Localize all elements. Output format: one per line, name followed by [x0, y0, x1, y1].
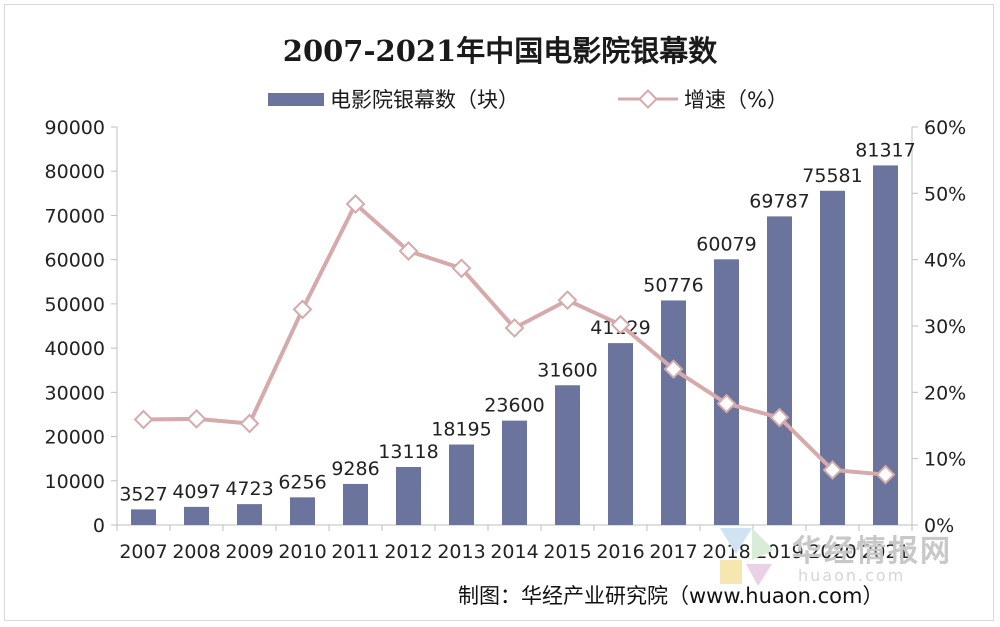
watermark-text-en: huaon.com: [798, 566, 906, 585]
bar: [184, 506, 209, 525]
y-left-tick-label: 90000: [45, 117, 105, 139]
y-right-tick-label: 40%: [924, 250, 966, 272]
growth-rate-point: [292, 299, 313, 320]
bar-data-label: 18195: [431, 419, 491, 441]
y-left-tick-label: 60000: [45, 250, 105, 272]
x-tick-label: 2007: [119, 541, 167, 563]
bar: [343, 483, 368, 525]
legend-bar-label: 电影院银幕数（块）: [330, 88, 519, 112]
growth-rate-point: [345, 194, 366, 214]
x-tick-label: 2014: [490, 541, 538, 563]
growth-rate-point: [451, 258, 472, 279]
bar-data-label: 60079: [696, 233, 756, 255]
y-left-tick-label: 0: [93, 515, 105, 537]
growth-rate-point: [239, 413, 260, 434]
y-left-tick-label: 50000: [45, 294, 105, 316]
growth-rate-point: [398, 241, 419, 261]
bar: [661, 300, 686, 525]
y-left-tick-label: 10000: [45, 471, 105, 493]
y-left-tick-label: 80000: [45, 161, 105, 183]
y-left-tick-label: 40000: [45, 338, 105, 360]
bar: [449, 444, 474, 525]
huaon-logo-icon: [720, 528, 774, 586]
x-tick-label: 2020: [808, 541, 856, 563]
x-tick-label: 2008: [172, 541, 220, 563]
bar-data-label: 50776: [643, 274, 703, 296]
y-left-tick-label: 30000: [45, 382, 105, 404]
growth-rate-point: [716, 393, 737, 414]
legend-item-line: 增速（%）: [618, 84, 788, 114]
bar-data-label: 69787: [749, 190, 809, 212]
y-right-tick-label: 20%: [924, 382, 966, 404]
bar-data-label: 9286: [331, 458, 379, 480]
bar: [237, 504, 262, 525]
bar-data-label: 4723: [225, 478, 273, 500]
y-right-tick-label: 50%: [924, 183, 966, 205]
bar: [767, 216, 792, 525]
bar-data-label: 13118: [378, 441, 438, 463]
y-right-tick-label: 0%: [924, 515, 954, 537]
bar: [608, 343, 633, 525]
y-right-tick-label: 60%: [924, 117, 966, 139]
x-tick-label: 2012: [384, 541, 432, 563]
legend-line-label: 增速（%）: [684, 88, 788, 112]
y-left-tick-label: 20000: [45, 427, 105, 449]
growth-rate-point: [822, 460, 843, 480]
bar: [396, 466, 421, 525]
x-tick-label: 2009: [225, 541, 273, 563]
growth-rate-point: [504, 318, 525, 338]
growth-rate-point: [769, 407, 790, 428]
legend-bar-swatch: [268, 92, 324, 106]
x-tick-label: 2017: [649, 541, 697, 563]
y-right-tick-label: 10%: [924, 449, 966, 471]
bar: [714, 259, 739, 525]
bar-data-label: 4097: [172, 481, 220, 503]
growth-rate-point: [663, 359, 684, 380]
growth-rate-point: [557, 290, 578, 311]
x-tick-label: 2016: [596, 541, 644, 563]
bar-data-label: 75581: [802, 165, 862, 187]
bar-data-label: 31600: [537, 359, 597, 381]
x-tick-label: 2010: [278, 541, 326, 563]
growth-rate-point: [186, 408, 207, 429]
watermark: 华经情报网 huaon.com: [712, 520, 982, 590]
legend-item-bar: 电影院银幕数（块）: [268, 84, 519, 114]
y-left-tick-label: 70000: [45, 205, 105, 227]
bar: [502, 420, 527, 525]
x-tick-label: 2015: [543, 541, 591, 563]
watermark-text-cn: 华经情报网: [792, 534, 952, 569]
x-tick-label: 2021: [861, 541, 909, 563]
bar-data-label: 81317: [855, 139, 915, 161]
x-tick-label: 2011: [331, 541, 379, 563]
bar: [290, 497, 315, 525]
growth-rate-point: [133, 409, 154, 430]
bar-data-label: 6256: [278, 471, 326, 493]
bar: [131, 509, 156, 525]
bar-data-label: 23600: [484, 395, 544, 417]
growth-rate-point: [875, 464, 896, 485]
growth-rate-point: [610, 314, 631, 335]
source-credit: 制图：华经产业研究院（www.huaon.com）: [458, 584, 884, 608]
chart-title: 2007-2021年中国电影院银幕数: [282, 34, 718, 68]
legend-line-swatch: [618, 89, 678, 109]
y-right-tick-label: 30%: [924, 316, 966, 338]
bar: [555, 385, 580, 525]
x-tick-label: 2013: [437, 541, 485, 563]
bar-data-label: 3527: [119, 483, 167, 505]
